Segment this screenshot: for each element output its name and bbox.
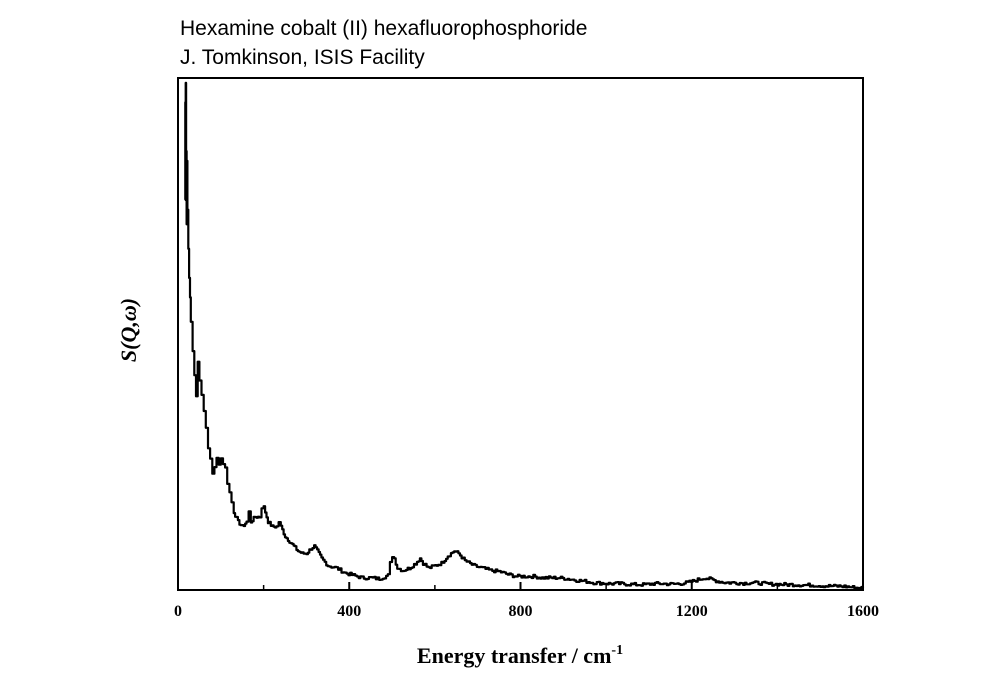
series-line (184, 81, 865, 590)
x-axis-title-text: Energy transfer / cm (417, 643, 612, 668)
y-axis-title: S(Q,ω) (116, 298, 141, 362)
x-axis-title-superscript: -1 (611, 643, 623, 658)
x-tick-label: 800 (509, 603, 533, 620)
plot-frame (177, 77, 864, 591)
x-tick-label: 1200 (676, 603, 708, 620)
chart-title: Hexamine cobalt (II) hexafluorophosphori… (180, 17, 588, 40)
x-tick-label: 400 (337, 603, 361, 620)
chart-subtitle: J. Tomkinson, ISIS Facility (180, 46, 425, 69)
x-axis-ticks: 0 400 800 1200 1600 (174, 582, 879, 620)
chart-title-block: Hexamine cobalt (II) hexafluorophosphori… (180, 14, 587, 72)
x-tick-label: 0 (174, 603, 182, 620)
x-tick-label: 1600 (847, 603, 879, 620)
x-axis-title: Energy transfer / cm-1 (417, 643, 623, 668)
